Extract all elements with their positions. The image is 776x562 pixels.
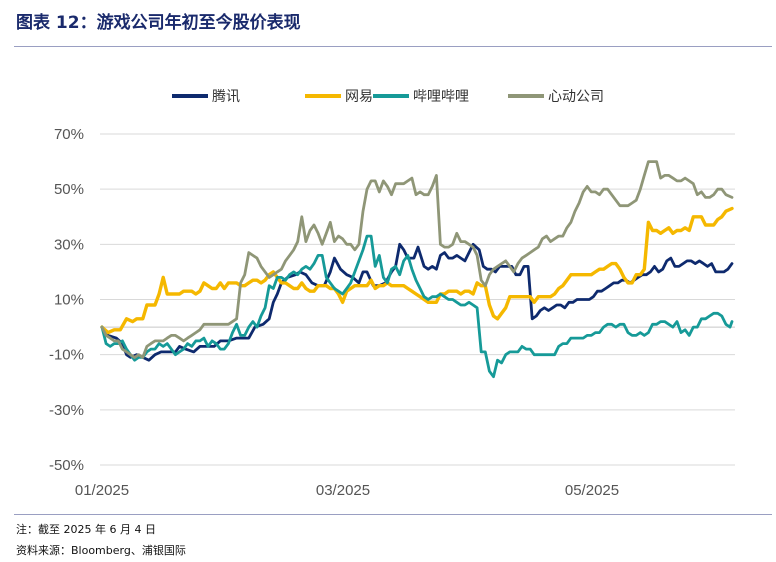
source-note: 资料来源：Bloomberg、浦银国际 [16,544,186,557]
footer-rule [14,514,772,515]
legend-label: 腾讯 [212,88,240,105]
y-tick-label: 70% [54,126,84,143]
legend-label: 哔哩哔哩 [413,89,469,105]
y-tick-label: -30% [49,402,84,419]
y-tick-label: 10% [54,292,84,309]
y-tick-label: -50% [49,457,84,474]
series-line [100,242,734,362]
figure-title-text: 游戏公司年初至今股价表现 [96,13,301,33]
figure-label: 图表 12： [16,13,97,33]
footnote: 注：截至 2025 年 6 月 4 日 [16,523,156,536]
chart-gridlines [100,133,735,466]
figure-title: 图表 12：游戏公司年初至今股价表现 [16,8,301,33]
y-tick-label: -10% [49,347,84,364]
x-tick-label: 03/2025 [316,482,370,499]
x-axis-ticks: 01/2025 03/2025 05/2025 [75,482,619,499]
y-tick-label: 30% [54,236,84,253]
series-line [100,160,734,359]
series-line [100,234,734,379]
x-tick-label: 01/2025 [75,482,129,499]
legend-label: 心动公司 [548,89,604,105]
chart-series [100,160,734,379]
series-line [100,206,734,335]
y-tick-label: 50% [54,181,84,198]
y-axis-ticks: 70% 50% 30% 10% -10% -30% -50% [49,126,84,474]
title-rule [14,46,772,47]
line-chart: 腾讯 网易 哔哩哔哩 心动公司 70% 50% 30% 10% -10% -30% -50% 01… [49,88,735,499]
legend-label: 网易 [345,89,373,105]
chart-legend: 腾讯 网易 哔哩哔哩 心动公司 [172,88,604,105]
x-tick-label: 05/2025 [565,482,619,499]
